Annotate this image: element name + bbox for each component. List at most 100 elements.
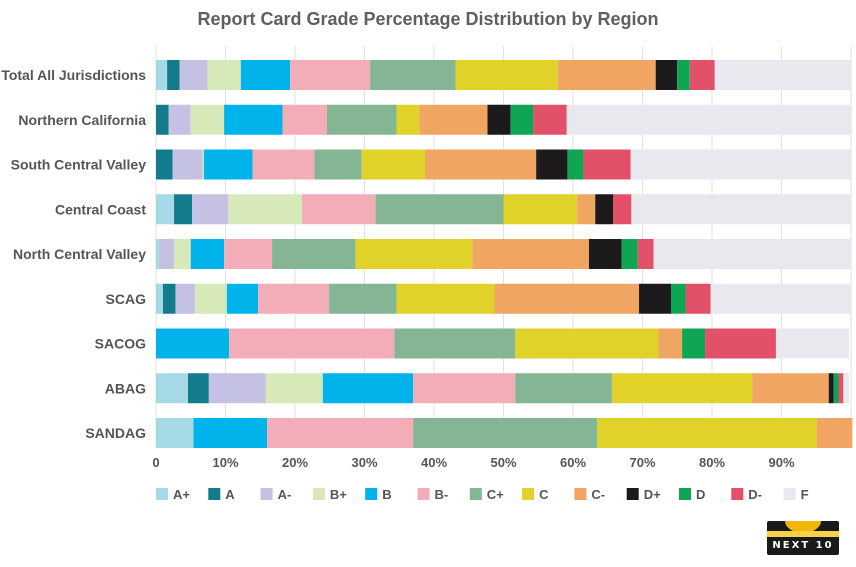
bar-segment-b bbox=[322, 373, 414, 404]
bar-segment-c-minusplus bbox=[394, 328, 516, 359]
bar-segment-c-minus bbox=[752, 373, 829, 404]
logo-band bbox=[767, 531, 839, 537]
bar-segment-a-minus bbox=[208, 373, 266, 404]
legend-label: A- bbox=[278, 487, 292, 502]
bar-segment-b-minusplus bbox=[194, 283, 227, 314]
bar-segment-a-minus bbox=[179, 60, 208, 90]
bar-segment-c bbox=[515, 328, 659, 359]
x-tick-label: 30% bbox=[351, 455, 377, 470]
bar-segment-b-minus bbox=[290, 60, 371, 90]
legend-swatch bbox=[417, 488, 430, 500]
bar-segment-d-minusplus bbox=[655, 60, 678, 90]
category-label: ABAG bbox=[105, 380, 146, 396]
bar-segment-a-minusplus bbox=[156, 418, 194, 448]
bar-segment-d bbox=[510, 104, 534, 135]
bar-segment-a-minus bbox=[158, 239, 175, 269]
category-label: South Central Valley bbox=[11, 157, 147, 173]
bar-segment-a bbox=[187, 373, 209, 404]
category-labels: Total All Jurisdictions Northern Californ… bbox=[1, 67, 146, 441]
bar-segment-d bbox=[670, 283, 686, 314]
bar-segment-a bbox=[167, 60, 180, 90]
bar-segment-c bbox=[396, 104, 420, 135]
bar-segment-b-minus bbox=[228, 328, 395, 359]
x-axis-ticks: 0 10% 20% 30% 40% 50% 60% 70% 80% 90% bbox=[152, 455, 795, 470]
bar-segment-b bbox=[203, 149, 253, 180]
bar-segment-b-minusplus bbox=[207, 60, 241, 90]
bar-segment-d-minusplus bbox=[639, 283, 671, 314]
bar-segment-b bbox=[156, 328, 229, 359]
legend-label: D+ bbox=[644, 487, 661, 502]
bar-segment-a bbox=[156, 104, 169, 135]
x-tick-label: 50% bbox=[490, 455, 516, 470]
bar-segment-c-minus bbox=[424, 149, 537, 180]
bar-segment-c-minusplus bbox=[272, 239, 356, 269]
bar-segment-c bbox=[597, 418, 817, 448]
bar-segment-c bbox=[455, 60, 558, 90]
bar-segment-a-minusplus bbox=[156, 283, 163, 314]
x-tick-label: 60% bbox=[560, 455, 586, 470]
x-tick-label: 20% bbox=[282, 455, 308, 470]
bar-segment-a-minusplus bbox=[156, 239, 159, 269]
legend-label: B+ bbox=[330, 487, 347, 502]
bar-segment-b-minusplus bbox=[174, 239, 191, 269]
bar-segment-c bbox=[355, 239, 473, 269]
bar-segment-d-minus bbox=[637, 239, 654, 269]
bar-segment-d-minusplus bbox=[487, 104, 511, 135]
bar-segment-c bbox=[396, 283, 495, 314]
bar-segment-a-minus bbox=[175, 283, 195, 314]
bar-segment-f bbox=[775, 328, 849, 359]
bar-segment-c-minus bbox=[816, 418, 853, 448]
category-label: SACOG bbox=[95, 336, 146, 352]
bar-segment-a bbox=[174, 194, 193, 225]
bar-segment-b bbox=[226, 283, 259, 314]
bar-segment-c-minus bbox=[557, 60, 656, 90]
legend-label: A bbox=[225, 487, 235, 502]
legend-label: B- bbox=[435, 487, 449, 502]
legend-swatch bbox=[731, 488, 744, 500]
bar-segment-f bbox=[630, 149, 851, 180]
bar-segment-c-minus bbox=[658, 328, 683, 359]
x-tick-label: 10% bbox=[212, 455, 238, 470]
bar-segment-d-minusplus bbox=[588, 239, 622, 269]
logo-text: NEXT 10 bbox=[772, 540, 834, 551]
bar-segment-b bbox=[224, 104, 283, 135]
bar-segment-b-minusplus bbox=[190, 104, 225, 135]
bar-segment-c-minus bbox=[472, 239, 589, 269]
bar-segment-d-minus bbox=[689, 60, 715, 90]
bar-segment-f bbox=[653, 239, 851, 269]
bar-segment-d-minusplus bbox=[536, 149, 568, 180]
bar-segment-f bbox=[714, 60, 851, 90]
legend-swatch bbox=[260, 488, 273, 500]
bar-segment-d-minus bbox=[613, 194, 632, 225]
legend-swatch bbox=[208, 488, 221, 500]
legend-swatch bbox=[469, 488, 482, 500]
legend-swatch bbox=[522, 488, 535, 500]
category-label: SANDAG bbox=[85, 425, 146, 441]
bar-segment-a-minus bbox=[168, 104, 191, 135]
bar-segment-c-minus bbox=[494, 283, 640, 314]
bar-segment-b-minus bbox=[252, 149, 315, 180]
bar-segment-c-minusplus bbox=[370, 60, 456, 90]
x-tick-label: 70% bbox=[629, 455, 655, 470]
bar-segment-b-minus bbox=[267, 418, 414, 448]
bar-segment-c bbox=[611, 373, 753, 404]
bar-segment-c-minus bbox=[577, 194, 596, 225]
bar-segment-d bbox=[567, 149, 584, 180]
legend-swatch bbox=[365, 488, 378, 500]
legend-swatch bbox=[156, 488, 168, 500]
x-tick-label: 0 bbox=[152, 455, 159, 470]
x-tick-label: 40% bbox=[421, 455, 447, 470]
legend-swatch bbox=[574, 488, 587, 500]
legend-label: C+ bbox=[487, 487, 504, 502]
bar-segment-a bbox=[156, 149, 173, 180]
bar-segment-d bbox=[682, 328, 706, 359]
logo-sun-icon bbox=[785, 521, 821, 533]
bar-segment-d-minusplus bbox=[828, 373, 834, 404]
bar-segment-d bbox=[677, 60, 690, 90]
bar-segment-c bbox=[361, 149, 425, 180]
bar-segment-b-minus bbox=[224, 239, 273, 269]
bar-segment-c bbox=[503, 194, 578, 225]
bar-segment-d-minus bbox=[838, 373, 844, 404]
bar-segment-a-minus bbox=[172, 149, 203, 180]
